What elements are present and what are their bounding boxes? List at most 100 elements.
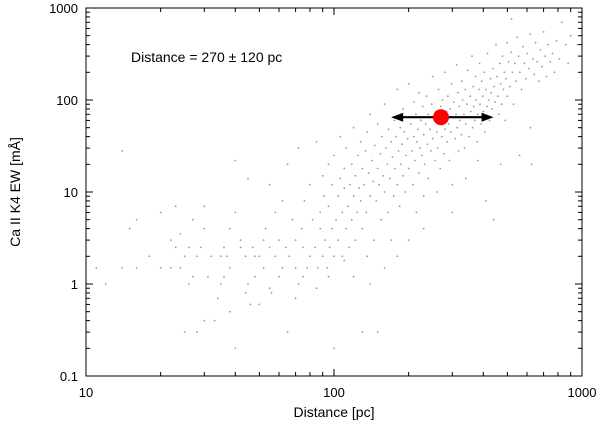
data-point — [239, 246, 242, 249]
data-point — [482, 110, 485, 113]
data-point — [356, 211, 359, 214]
data-point — [196, 331, 198, 333]
data-point — [460, 133, 463, 136]
data-point — [345, 147, 348, 150]
data-point — [401, 143, 403, 146]
data-point — [361, 167, 364, 170]
data-point — [324, 239, 326, 242]
data-point — [387, 128, 390, 131]
data-point — [542, 31, 545, 33]
data-point — [499, 82, 502, 85]
data-point — [220, 283, 222, 285]
data-point — [286, 163, 289, 166]
data-point — [148, 255, 151, 258]
data-point — [264, 227, 267, 230]
data-point — [247, 177, 249, 180]
data-point — [479, 103, 481, 106]
data-point — [268, 287, 271, 290]
data-point — [319, 227, 322, 230]
data-point — [372, 180, 375, 183]
data-point — [522, 45, 524, 48]
data-point — [288, 255, 291, 258]
data-point — [529, 126, 532, 129]
data-point — [333, 347, 335, 350]
data-point — [484, 131, 486, 133]
data-point — [366, 131, 368, 133]
data-point — [258, 303, 261, 306]
data-point — [192, 275, 194, 278]
data-point — [497, 113, 500, 116]
data-point — [413, 135, 415, 138]
data-point — [472, 85, 475, 88]
data-point — [418, 172, 420, 175]
data-point — [369, 113, 372, 116]
data-point — [407, 167, 410, 170]
data-point — [463, 113, 465, 116]
data-point — [228, 227, 231, 230]
data-point — [174, 205, 177, 208]
data-point — [387, 211, 389, 214]
data-point — [458, 105, 461, 108]
data-point — [420, 154, 423, 157]
data-point — [397, 150, 400, 152]
data-point — [359, 141, 362, 143]
data-point — [316, 266, 319, 269]
data-point — [416, 141, 418, 143]
data-point — [345, 227, 348, 230]
data-point — [515, 80, 517, 83]
data-point — [274, 255, 277, 258]
data-point — [506, 41, 509, 44]
data-point — [497, 95, 499, 98]
data-point — [392, 195, 395, 198]
data-point — [490, 91, 492, 94]
data-point — [350, 218, 353, 221]
data-point — [402, 174, 404, 177]
data-point — [376, 167, 379, 170]
data-point — [297, 147, 300, 150]
data-point — [234, 159, 237, 162]
data-point — [549, 60, 552, 63]
data-point — [159, 211, 162, 214]
data-point — [419, 147, 421, 150]
data-point — [321, 255, 324, 258]
data-point — [228, 266, 231, 269]
data-point — [399, 126, 402, 129]
data-point — [488, 119, 491, 122]
data-point — [555, 39, 558, 42]
data-point — [475, 99, 477, 101]
data-point — [203, 227, 206, 230]
data-point — [396, 88, 399, 91]
data-point — [523, 62, 526, 65]
data-point — [121, 266, 124, 269]
data-point — [415, 113, 417, 116]
data-point — [486, 52, 489, 55]
data-point — [314, 246, 317, 249]
data-point — [424, 123, 427, 125]
data-point — [285, 246, 287, 249]
data-point — [95, 266, 98, 269]
data-point — [361, 227, 364, 230]
data-point — [395, 135, 397, 138]
data-point — [464, 123, 467, 125]
data-point — [494, 101, 496, 103]
data-point — [188, 246, 190, 249]
data-point — [447, 95, 449, 98]
data-point — [183, 255, 186, 258]
data-point — [461, 80, 463, 83]
data-point — [274, 211, 277, 214]
data-point — [354, 174, 357, 177]
data-point — [472, 105, 475, 108]
error-arrowhead-left — [391, 112, 404, 122]
data-point — [327, 205, 330, 208]
data-point — [339, 177, 342, 180]
data-point — [457, 150, 460, 152]
data-point — [576, 43, 579, 46]
y-tick-label: 10 — [64, 185, 78, 200]
y-tick-label: 0.1 — [60, 369, 78, 384]
data-point — [466, 103, 468, 106]
data-point — [350, 163, 353, 166]
data-point — [450, 82, 453, 85]
data-point — [339, 135, 342, 138]
data-point — [199, 246, 202, 249]
data-point — [430, 103, 433, 106]
